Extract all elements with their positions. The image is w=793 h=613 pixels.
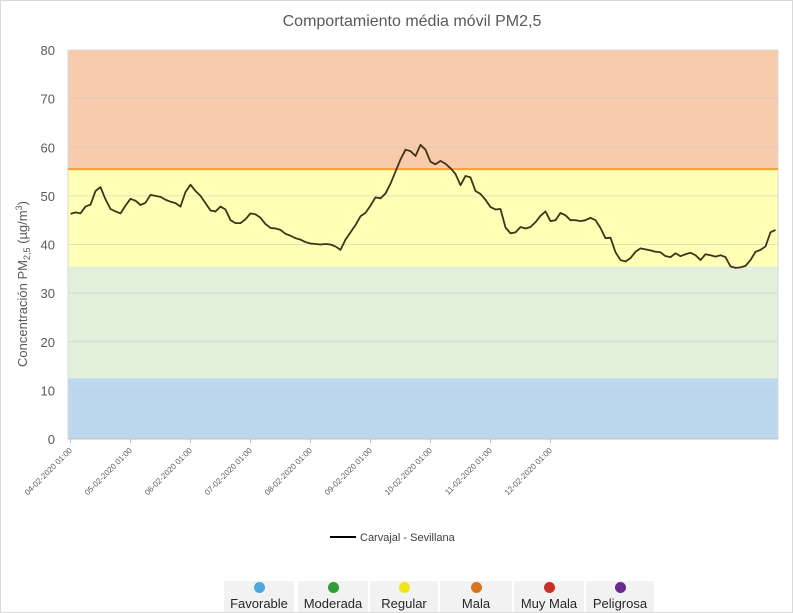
legend-label: Moderada — [303, 596, 363, 611]
legend-dot — [398, 582, 410, 593]
band-moderada — [68, 266, 778, 379]
x-tick-label: 08-02-2020 01:00 — [263, 446, 314, 497]
series-line-carvajal-sevillana — [70, 143, 776, 269]
legend-item-favorable: Favorable — [224, 581, 294, 612]
y-tick-label: 10 — [41, 383, 55, 398]
series-legend: Carvajal - Sevillana — [330, 532, 456, 544]
series-legend-label: Carvajal - Sevillana — [360, 532, 456, 544]
y-tick-label: 50 — [41, 189, 55, 204]
y-tick-label: 60 — [41, 140, 55, 155]
x-tick-label: 06-02-2020 01:00 — [143, 446, 194, 497]
chart-title: Comportamiento média móvil PM2,5 — [283, 13, 542, 30]
legend-dot — [327, 582, 339, 593]
legend-item-muy-mala: Muy Mala — [514, 581, 584, 612]
band-regular — [68, 169, 778, 267]
band-mala — [68, 50, 778, 170]
legend-label: Peligrosa — [592, 596, 648, 611]
x-tick-label: 09-02-2020 01:00 — [323, 446, 374, 497]
y-tick-label: 40 — [41, 238, 55, 253]
legend-dot — [470, 582, 482, 593]
plot-area: 0 10 20 30 40 50 60 70 80 04-02-2020 01:00 05-02-2… — [23, 43, 779, 497]
legend-dot — [253, 582, 265, 593]
y-axis-title: Concentración PM2,5 (µg/m3) — [14, 201, 32, 367]
legend-label: Favorable — [230, 596, 288, 611]
y-tick-label: 0 — [48, 432, 55, 447]
y-tick-label: 80 — [41, 43, 55, 58]
y-tick-label: 30 — [41, 286, 55, 301]
x-tick-label: 05-02-2020 01:00 — [83, 446, 134, 497]
x-tick-label: 12-02-2020 01:00 — [503, 446, 554, 497]
legend-label: Muy Mala — [520, 596, 578, 611]
legend-dot — [543, 582, 555, 593]
x-tick-label: 04-02-2020 01:00 — [23, 446, 74, 497]
legend-item-regular: Regular — [370, 581, 438, 612]
y-axis-title-sub: 2,5 — [22, 248, 32, 261]
y-axis-title-close: ) — [15, 201, 30, 205]
legend-label: Regular — [381, 596, 427, 611]
y-axis-title-base: Concentración PM — [15, 260, 30, 367]
legend-label: Mala — [461, 596, 491, 611]
x-tick-label: 07-02-2020 01:00 — [203, 446, 254, 497]
x-tick-label: 11-02-2020 01:00 — [443, 446, 494, 497]
legend-item-mala: Mala — [440, 581, 512, 612]
x-tick-label: 10-02-2020 01:00 — [383, 446, 434, 497]
band-favorable — [68, 378, 778, 439]
y-axis-title-sup: 3 — [14, 205, 24, 210]
y-axis-title-unit: (µg/m — [15, 210, 30, 247]
legend-item-moderada: Moderada — [298, 581, 368, 612]
legend-item-peligrosa: Peligrosa — [586, 581, 654, 612]
y-tick-label: 70 — [41, 92, 55, 107]
legend-dot — [614, 582, 626, 593]
y-tick-label: 20 — [41, 335, 55, 350]
